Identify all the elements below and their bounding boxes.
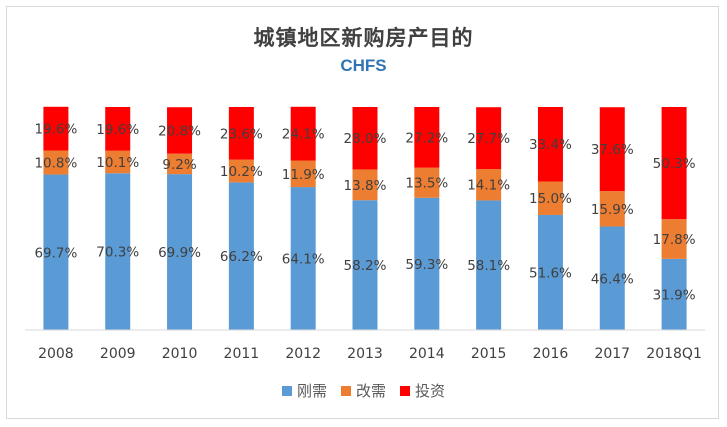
bar-segment-3-2015 [476, 107, 502, 169]
bar-segment-2-2014 [414, 167, 440, 198]
data-label-1-2010: 69.9% [158, 245, 201, 261]
data-label-1-2017: 46.4% [591, 271, 634, 287]
data-label-2-2017: 15.9% [591, 202, 634, 218]
bar-segment-3-2010 [167, 107, 193, 154]
data-label-3-2012: 24.1% [282, 127, 325, 143]
data-label-3-2009: 19.6% [96, 122, 139, 138]
data-label-3-2008: 19.6% [34, 122, 77, 138]
data-label-3-2010: 20.8% [158, 123, 201, 139]
bar-segment-3-2013 [352, 107, 378, 170]
bar-segment-1-2011 [228, 182, 254, 330]
bar-segment-3-2012 [290, 106, 316, 161]
data-label-1-2015: 58.1% [467, 258, 510, 274]
legend-item-1: 刚需 [281, 380, 327, 401]
x-tick-label: 2016 [533, 346, 569, 362]
bar-segment-1-2010 [167, 174, 193, 330]
legend-item-3: 投资 [400, 380, 445, 401]
chart-title: 城镇地区新购房产目的 [253, 26, 474, 50]
x-tick-label: 2015 [471, 346, 507, 362]
bar-segment-1-2018Q1 [661, 258, 687, 330]
x-tick-label: 2017 [594, 346, 630, 362]
x-tick-label: 2008 [38, 346, 74, 362]
x-tick-label: 2014 [409, 346, 445, 362]
legend-swatch [281, 385, 292, 396]
data-label-2-2008: 10.8% [34, 156, 77, 172]
data-label-3-2017: 37.6% [591, 142, 634, 158]
x-tick-label: 2009 [100, 346, 136, 362]
bar-segment-2-2018Q1 [661, 219, 687, 259]
x-tick-label: 2010 [162, 346, 198, 362]
data-label-1-2013: 58.2% [344, 258, 387, 274]
bar-segment-2-2015 [476, 168, 502, 201]
data-label-3-2018Q1: 50.3% [653, 156, 696, 172]
data-label-2-2014: 13.5% [405, 176, 448, 192]
legend-swatch [340, 385, 351, 396]
data-label-1-2009: 70.3% [96, 245, 139, 261]
legend-label: 投资 [415, 382, 446, 400]
data-label-1-2012: 64.1% [282, 252, 325, 268]
data-label-3-2015: 27.7% [467, 131, 510, 147]
data-label-3-2013: 28.0% [344, 131, 387, 147]
bar-segment-3-2008 [43, 106, 69, 151]
data-label-2-2011: 10.2% [220, 164, 263, 180]
bar-segment-1-2015 [476, 200, 502, 330]
bar-segment-1-2016 [537, 214, 563, 330]
data-label-3-2016: 33.4% [529, 137, 572, 153]
bar-segment-1-2017 [599, 226, 625, 330]
legend-item-2: 改需 [340, 380, 386, 401]
bar-segment-2-2009 [105, 150, 131, 174]
data-label-1-2014: 59.3% [405, 257, 448, 273]
data-label-1-2011: 66.2% [220, 249, 263, 265]
bar-segment-2-2010 [167, 153, 193, 175]
x-tick-label: 2013 [347, 346, 383, 362]
data-label-2-2013: 13.8% [344, 178, 387, 194]
data-label-3-2011: 23.6% [220, 126, 263, 142]
bar-segment-3-2014 [414, 107, 440, 168]
data-label-1-2016: 51.6% [529, 265, 572, 281]
bar-segment-2-2011 [228, 159, 254, 183]
data-label-2-2012: 11.9% [282, 167, 325, 183]
data-label-1-2018Q1: 31.9% [653, 287, 696, 303]
data-label-3-2014: 27.2% [405, 130, 448, 146]
bar-segment-3-2016 [537, 107, 563, 182]
data-label-2-2015: 14.1% [467, 178, 510, 194]
bar-segment-1-2012 [290, 187, 316, 330]
chart-legend: 刚需 改需 投资 [0, 380, 727, 401]
legend-label: 改需 [355, 382, 386, 400]
bar-segment-1-2013 [352, 200, 378, 330]
x-tick-label: 2018Q1 [646, 346, 702, 362]
bar-segment-2-2013 [352, 169, 378, 201]
data-label-2-2010: 9.2% [162, 157, 196, 173]
x-tick-label: 2012 [285, 346, 321, 362]
data-label-2-2009: 10.1% [96, 155, 139, 171]
bar-segment-3-2018Q1 [661, 107, 687, 220]
legend-swatch [400, 385, 410, 396]
data-label-2-2016: 15.0% [529, 191, 572, 207]
bar-segment-2-2016 [537, 181, 563, 215]
bar-segment-3-2009 [105, 107, 131, 151]
data-label-1-2008: 69.7% [34, 245, 77, 261]
bar-segment-2-2008 [43, 150, 69, 175]
bar-segment-3-2017 [599, 107, 625, 192]
x-tick-label: 2011 [224, 346, 260, 362]
data-label-2-2018Q1: 17.8% [653, 232, 696, 248]
bar-segment-3-2011 [228, 107, 254, 160]
bar-segment-2-2017 [599, 191, 625, 227]
bar-segment-1-2008 [43, 174, 69, 330]
bar-segment-2-2012 [290, 160, 316, 188]
chart-subtitle: CHFS [340, 56, 387, 75]
legend-label: 刚需 [296, 382, 327, 400]
bar-segment-1-2009 [105, 173, 131, 330]
bar-segment-1-2014 [414, 197, 440, 330]
